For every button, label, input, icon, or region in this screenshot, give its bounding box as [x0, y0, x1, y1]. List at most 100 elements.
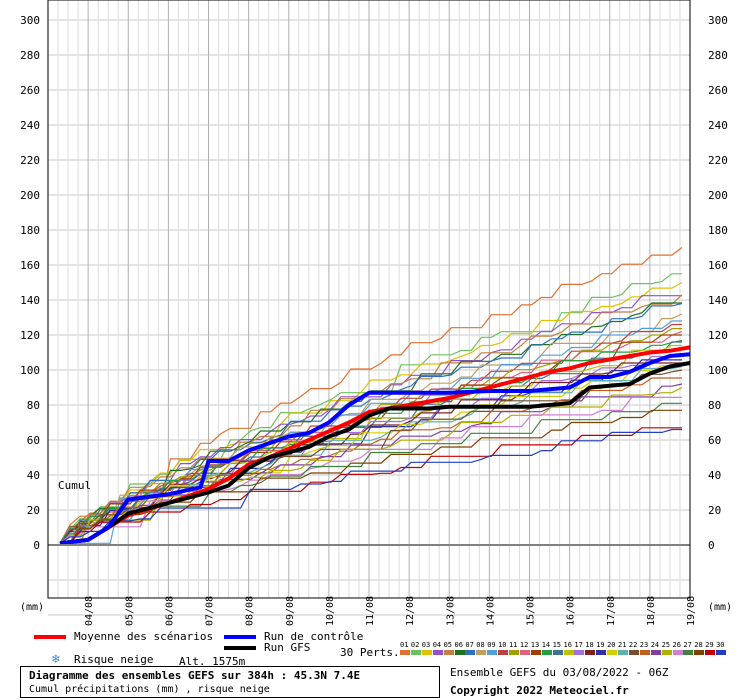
y-tick-label: 200: [20, 189, 40, 202]
y-tick-label: 200: [708, 189, 728, 202]
x-tick-label: 10/08: [325, 596, 336, 626]
y-tick-label: 240: [708, 119, 728, 132]
pert-swatch-16: [563, 650, 574, 655]
pert-swatch-17: [574, 650, 585, 655]
legend-swatch-control: [224, 635, 256, 639]
y-tick-label: 20: [27, 504, 40, 517]
legend-label-control: Run de contrôle: [264, 630, 364, 643]
pert-swatch-01: [400, 650, 410, 655]
pert-number-09: 09: [487, 641, 496, 649]
y-tick-label: 180: [708, 224, 728, 237]
x-tick-label: 08/08: [245, 596, 256, 626]
pert-swatch-02: [410, 650, 421, 655]
y-tick-label: 180: [20, 224, 40, 237]
y-tick-label: 160: [708, 259, 728, 272]
pert-number-23: 23: [639, 641, 649, 649]
y-tick-label: 300: [708, 14, 728, 27]
x-tick-label: 18/08: [646, 596, 657, 626]
cumul-label: Cumul: [58, 479, 91, 492]
pert-swatch-30: [716, 650, 727, 655]
precipitation-chart: 0204060801001201401601802002202402602803…: [20, 0, 732, 626]
pert-number-14: 14: [541, 641, 551, 649]
pert-swatch-09: [487, 650, 498, 655]
y-tick-label: 140: [20, 294, 40, 307]
legend-label-mean: Moyenne des scénarios: [74, 630, 214, 643]
pert-number-15: 15: [552, 641, 562, 649]
pert-number-03: 03: [421, 641, 431, 649]
pert-swatch-06: [454, 650, 465, 655]
gfs-run-line: [59, 361, 691, 546]
pert-number-29: 29: [705, 641, 714, 649]
unit-label-left: (mm): [20, 602, 44, 613]
pert-swatch-11: [509, 650, 519, 655]
legend-label-gfs: Run GFS: [264, 641, 311, 654]
control-run-line: [59, 352, 691, 546]
pert-number-07: 07: [465, 641, 474, 649]
y-tick-label: 120: [708, 329, 728, 342]
pert-swatch-12: [519, 650, 530, 655]
pert-number-05: 05: [443, 641, 453, 649]
altitude-label: Alt. 1575m: [179, 655, 246, 668]
y-tick-label: 140: [708, 294, 728, 307]
pert-count-label: 30 Perts.: [340, 646, 400, 659]
pert-number-20: 20: [607, 641, 616, 649]
y-tick-label: 220: [20, 154, 40, 167]
pert-number-13: 13: [530, 641, 540, 649]
pert-line-18: [59, 362, 682, 544]
y-tick-label: 300: [20, 14, 40, 27]
pert-swatch-27: [683, 650, 694, 655]
unit-label-right: (mm): [708, 602, 732, 613]
y-tick-label: 80: [27, 399, 40, 412]
pert-swatch-03: [421, 650, 432, 655]
chart-subtitle: Cumul précipitations (mm) , risque neige: [29, 684, 270, 695]
pert-swatch-24: [650, 650, 661, 655]
y-axis-left: 0 20 40 60 80 100 120 140 160 180 200 220 240 260 280 3…: [20, 14, 40, 552]
y-tick-label: 280: [708, 49, 728, 62]
legend-swatch-mean: [34, 635, 66, 639]
x-tick-label: 09/08: [285, 596, 296, 626]
pert-line-26: [59, 396, 682, 544]
x-tick-label: 04/08: [84, 596, 95, 626]
pert-number-28: 28: [694, 641, 703, 649]
y-tick-label: 80: [708, 399, 721, 412]
pert-number-19: 19: [596, 641, 605, 649]
y-tick-label: 260: [708, 84, 728, 97]
y-tick-label: 60: [27, 434, 40, 447]
copyright: Copyright 2022 Meteociel.fr: [450, 684, 629, 697]
pert-line-03: [59, 281, 683, 544]
y-tick-label: 40: [27, 469, 40, 482]
x-tick-label: 15/08: [526, 596, 537, 626]
pert-number-26: 26: [672, 641, 681, 649]
y-tick-label: 120: [20, 329, 40, 342]
pert-swatch-10: [498, 650, 509, 655]
pert-number-12: 12: [519, 641, 529, 649]
pert-number-27: 27: [683, 641, 692, 649]
pert-number-06: 06: [454, 641, 463, 649]
y-tick-label: 280: [20, 49, 40, 62]
y-tick-label: 40: [708, 469, 721, 482]
main-lines: [59, 345, 691, 546]
pert-swatch-20: [607, 650, 618, 655]
pert-swatch-05: [443, 650, 454, 655]
x-tick-label: 11/08: [365, 596, 376, 626]
grid: [47, 0, 691, 616]
pert-number-02: 02: [410, 641, 420, 649]
pert-number-18: 18: [585, 641, 594, 649]
pert-swatch-04: [432, 650, 443, 655]
pert-swatch-28: [694, 650, 705, 655]
pert-swatch-25: [661, 650, 672, 655]
pert-swatch-18: [585, 650, 596, 655]
pert-swatch-22: [628, 650, 639, 655]
y-tick-label: 60: [708, 434, 721, 447]
title-box: Diagramme des ensembles GEFS sur 384h : …: [20, 666, 440, 698]
legend-swatch-gfs: [224, 646, 256, 650]
pert-swatch-21: [618, 650, 628, 655]
x-axis: 04/08 05/08 06/08 07/08 08/08 09/08 10/08 11/08…: [84, 596, 697, 626]
pert-number-10: 10: [498, 641, 507, 649]
y-tick-label: 0: [708, 539, 715, 552]
y-tick-label: 220: [708, 154, 728, 167]
pert-swatch-19: [596, 650, 607, 655]
y-tick-label: 20: [708, 504, 721, 517]
x-tick-label: 13/08: [445, 596, 456, 626]
snowflake-icon: ❄: [52, 652, 60, 667]
